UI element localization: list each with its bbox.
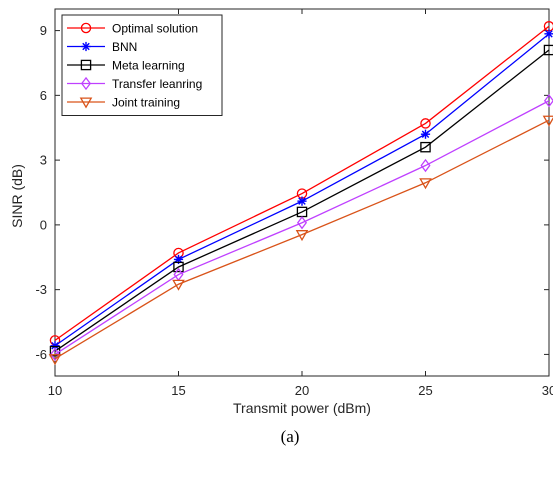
x-axis-ticks: 10 15 20 25 30: [48, 9, 553, 398]
y-axis-label: SINR (dB): [9, 164, 25, 228]
series-line-joint-training: [54, 119, 550, 360]
marker-meta-learning: [420, 141, 431, 153]
x-axis-label: Transmit power (dBm): [233, 400, 371, 416]
legend: Optimal solution BNN Meta learning Transfer…: [61, 14, 223, 116]
marker-joint-training: [48, 354, 62, 366]
marker-optimal-solution: [420, 118, 431, 129]
marker-meta-learning: [173, 261, 184, 273]
marker-transfer-leanring: [543, 94, 553, 108]
x-tick-label: 25: [418, 383, 432, 398]
marker-transfer-leanring: [420, 158, 431, 173]
marker-joint-training: [419, 178, 432, 190]
series-layer: [48, 21, 553, 366]
marker-bnn: [173, 254, 184, 265]
series-line-meta-learning: [54, 49, 550, 352]
legend-marker-transfer-leanring: [80, 76, 92, 91]
x-tick-label: 20: [295, 383, 309, 398]
y-tick-label: -3: [35, 282, 47, 297]
series-line-transfer-leanring: [54, 100, 550, 355]
series-line-optimal-solution: [54, 25, 550, 341]
legend-label-meta-learning: Meta learning: [112, 58, 185, 72]
y-tick-label: 6: [40, 88, 47, 103]
marker-bnn: [420, 129, 431, 139]
legend-label-bnn: BNN: [112, 40, 137, 54]
marker-joint-training: [542, 115, 553, 127]
y-tick-label: 9: [40, 23, 47, 38]
legend-label-joint-training: Joint training: [112, 95, 180, 109]
legend-marker-optimal-solution: [80, 22, 92, 34]
x-tick-label: 30: [542, 383, 553, 398]
legend-marker-meta-learning: [80, 59, 92, 71]
marker-meta-learning: [543, 44, 553, 56]
legend-marker-joint-training: [79, 97, 93, 109]
marker-transfer-leanring: [49, 347, 61, 362]
y-axis-ticks: -6 -3 0 3 6 9: [35, 23, 549, 362]
x-tick-label: 10: [48, 383, 62, 398]
legend-label-transfer-leanring: Transfer leanring: [112, 77, 202, 91]
y-tick-label: 0: [40, 217, 47, 232]
figure-caption: (a): [281, 427, 300, 446]
marker-joint-training: [172, 279, 185, 291]
marker-bnn: [297, 196, 307, 206]
legend-label-optimal-solution: Optimal solution: [112, 21, 198, 35]
marker-bnn: [544, 29, 553, 39]
marker-joint-training: [295, 230, 309, 242]
y-tick-label: 3: [40, 153, 47, 168]
legend-marker-bnn: [81, 41, 91, 52]
x-tick-label: 15: [171, 383, 185, 398]
y-tick-label: -6: [35, 347, 47, 362]
marker-transfer-leanring: [296, 216, 308, 230]
